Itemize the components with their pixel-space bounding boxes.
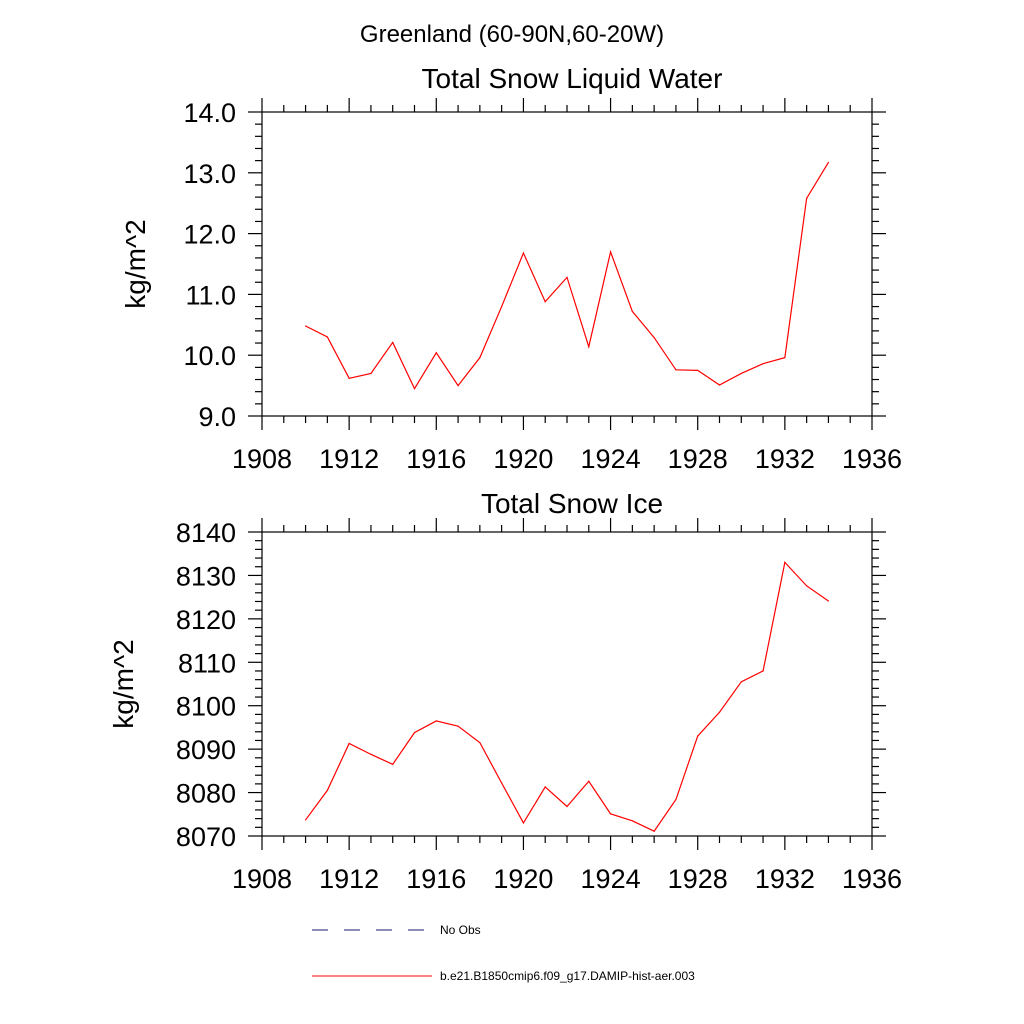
data-point <box>631 310 633 313</box>
data-point <box>653 336 655 339</box>
y-tick-label: 8100 <box>176 692 236 722</box>
x-tick-label: 1908 <box>232 864 292 894</box>
data-point <box>326 789 328 792</box>
chart-title: Total Snow Ice <box>481 488 663 519</box>
y-axis-label: kg/m^2 <box>120 219 151 308</box>
y-axis-label: kg/m^2 <box>108 639 139 728</box>
data-point <box>566 805 568 808</box>
data-point <box>806 585 808 587</box>
data-point <box>413 732 416 734</box>
data-point <box>762 363 764 365</box>
data-point <box>522 252 525 254</box>
data-point <box>522 822 525 824</box>
plot-frame <box>261 531 873 837</box>
y-tick-label: 8070 <box>176 822 236 852</box>
data-point <box>653 830 655 832</box>
data-point <box>609 813 612 815</box>
x-tick-label: 1920 <box>493 444 553 474</box>
data-point <box>718 711 721 713</box>
data-point <box>370 753 372 755</box>
data-point <box>501 305 503 308</box>
data-point <box>479 357 481 359</box>
data-point <box>675 369 677 371</box>
figure-title: Greenland (60-90N,60-20W) <box>360 21 664 48</box>
data-point <box>718 384 721 386</box>
x-tick-label: 1920 <box>493 864 553 894</box>
x-tick-label: 1908 <box>232 444 292 474</box>
data-point <box>588 780 590 782</box>
data-point <box>392 763 394 765</box>
y-tick-label: 8090 <box>176 735 236 765</box>
data-point <box>784 561 786 564</box>
y-tick-label: 13.0 <box>183 159 236 189</box>
data-point <box>304 325 307 327</box>
legend: No Obs b.e21.B1850cmip6.f09_g17.DAMIP-hi… <box>312 923 695 983</box>
data-point <box>675 798 677 801</box>
series-line <box>305 162 829 390</box>
chart-title: Total Snow Liquid Water <box>422 63 723 94</box>
x-tick-label: 1932 <box>755 864 815 894</box>
x-tick-label: 1912 <box>319 864 379 894</box>
data-point <box>413 388 416 390</box>
data-point <box>784 357 786 359</box>
data-point <box>501 782 503 784</box>
data-point <box>827 600 830 602</box>
y-tick-label: 9.0 <box>198 402 236 432</box>
series-line <box>305 561 829 832</box>
data-point <box>740 372 742 375</box>
data-point <box>697 369 699 371</box>
y-tick-label: 12.0 <box>183 220 236 250</box>
data-point <box>457 385 459 387</box>
data-point <box>479 742 481 744</box>
data-point <box>566 276 568 278</box>
data-point <box>806 197 808 199</box>
data-point <box>435 720 437 722</box>
y-tick-label: 10.0 <box>183 341 236 371</box>
data-point <box>544 301 546 303</box>
data-point <box>697 735 699 737</box>
data-point <box>435 352 437 354</box>
data-point <box>762 670 764 672</box>
data-point <box>544 786 546 788</box>
legend-no-obs-label: No Obs <box>440 923 481 937</box>
data-point <box>609 251 612 253</box>
x-tick-label: 1928 <box>668 864 728 894</box>
x-tick-label: 1932 <box>755 444 815 474</box>
x-tick-label: 1936 <box>842 864 902 894</box>
y-tick-label: 14.0 <box>183 98 236 128</box>
data-point <box>740 681 742 683</box>
y-tick-label: 11.0 <box>185 280 236 310</box>
data-point <box>457 725 459 727</box>
x-tick-label: 1924 <box>581 444 641 474</box>
data-point <box>348 377 350 379</box>
x-tick-label: 1912 <box>319 444 379 474</box>
y-tick-label: 8120 <box>176 605 236 635</box>
data-point <box>348 742 350 745</box>
x-tick-label: 1916 <box>406 444 466 474</box>
x-tick-label: 1936 <box>842 444 902 474</box>
data-point <box>631 820 633 822</box>
chart-panel-liquid-water: Total Snow Liquid Water 1908 1912 1916 1920 1… <box>120 63 902 474</box>
data-point <box>326 336 328 338</box>
legend-series-label: b.e21.B1850cmip6.f09_g17.DAMIP-hist-aer.… <box>440 969 695 983</box>
data-point <box>392 341 394 344</box>
plot-frame <box>261 111 873 417</box>
chart-panel-snow-ice: Total Snow Ice 1908 1912 1916 1920 1924 1928 19… <box>108 488 902 894</box>
data-point <box>370 372 372 375</box>
x-tick-label: 1924 <box>581 864 641 894</box>
data-point <box>827 161 830 164</box>
data-point <box>588 346 590 348</box>
y-tick-label: 8130 <box>176 561 236 591</box>
x-tick-label: 1916 <box>406 864 466 894</box>
y-tick-label: 8110 <box>178 648 236 678</box>
data-point <box>304 819 307 821</box>
x-tick-label: 1928 <box>668 444 728 474</box>
y-tick-label: 8140 <box>176 518 236 548</box>
y-tick-label: 8080 <box>176 779 236 809</box>
